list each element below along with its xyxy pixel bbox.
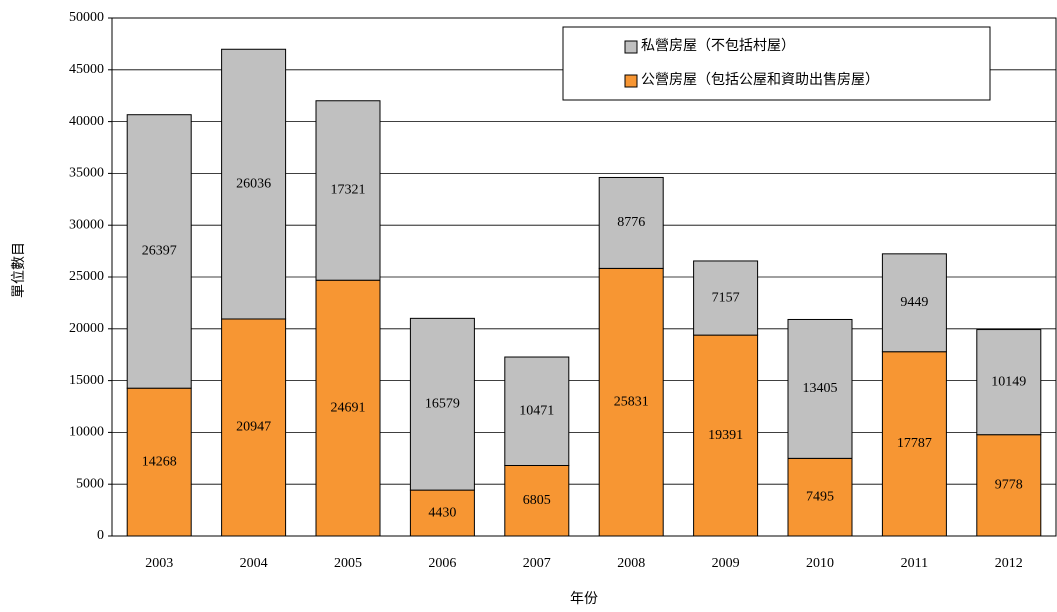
x-tick-label: 2006 — [428, 556, 456, 571]
value-label: 24691 — [331, 400, 366, 415]
bar-segment — [126, 387, 192, 537]
y-tick-label: 45000 — [69, 62, 104, 77]
legend-swatch — [624, 74, 638, 88]
y-tick-label: 50000 — [69, 10, 104, 25]
y-tick-label: 20000 — [69, 321, 104, 336]
x-tick-label: 2010 — [806, 556, 834, 571]
bar-segment — [126, 114, 192, 389]
value-label: 10471 — [519, 403, 554, 418]
bar-segment — [976, 329, 1042, 436]
value-label: 7157 — [712, 290, 740, 305]
x-tick-label: 2003 — [145, 556, 173, 571]
bar-segment — [409, 317, 475, 491]
value-label: 14268 — [142, 454, 177, 469]
x-tick-label: 2005 — [334, 556, 362, 571]
value-label: 19391 — [708, 428, 743, 443]
bar-segment — [881, 253, 947, 353]
bar-segment — [315, 100, 381, 281]
value-label: 20947 — [236, 420, 271, 435]
bar-segment — [409, 489, 475, 537]
bar-segment — [504, 356, 570, 467]
legend-swatch — [624, 40, 638, 54]
value-label: 7495 — [806, 489, 834, 504]
y-tick-label: 25000 — [69, 269, 104, 284]
x-tick-label: 2007 — [523, 556, 551, 571]
x-tick-label: 2011 — [901, 556, 928, 571]
bar-segment — [221, 48, 287, 320]
bar-segment — [598, 267, 664, 537]
bar-segment — [221, 318, 287, 537]
value-label: 16579 — [425, 396, 460, 411]
bar-segment — [787, 318, 853, 459]
y-tick-label: 0 — [97, 528, 104, 543]
value-label: 13405 — [803, 381, 838, 396]
value-label: 26397 — [142, 244, 177, 259]
value-label: 17787 — [897, 436, 932, 451]
plot-border — [111, 17, 1057, 537]
value-label: 6805 — [523, 493, 551, 508]
y-tick-label: 10000 — [69, 425, 104, 440]
value-label: 4430 — [428, 505, 456, 520]
bar-segment — [881, 351, 947, 537]
bar-segment — [504, 465, 570, 537]
legend-label: 公營房屋（包括公屋和資助出售房屋） — [641, 72, 879, 88]
value-label: 25831 — [614, 394, 649, 409]
value-label: 26036 — [236, 176, 271, 191]
x-tick-label: 2004 — [240, 556, 268, 571]
bar-segment — [693, 334, 759, 537]
x-axis-label: 年份 — [570, 591, 598, 607]
value-label: 8776 — [617, 215, 645, 230]
x-tick-label: 2009 — [712, 556, 740, 571]
x-tick-label: 2008 — [617, 556, 645, 571]
value-label: 10149 — [991, 374, 1026, 389]
y-tick-label: 30000 — [69, 217, 104, 232]
bar-segment — [315, 279, 381, 537]
y-tick-label: 5000 — [76, 476, 104, 491]
y-axis-label: 單位數目 — [11, 242, 27, 298]
bar-segment — [598, 176, 664, 269]
y-tick-label: 15000 — [69, 373, 104, 388]
bar-segment — [976, 434, 1042, 537]
value-label: 17321 — [331, 183, 366, 198]
value-label: 9778 — [995, 478, 1023, 493]
legend-box — [562, 26, 991, 101]
y-tick-label: 35000 — [69, 166, 104, 181]
x-tick-label: 2012 — [995, 556, 1023, 571]
bar-segment — [787, 457, 853, 537]
legend-label: 私營房屋（不包括村屋） — [641, 38, 795, 54]
y-tick-label: 40000 — [69, 114, 104, 129]
value-label: 9449 — [900, 295, 928, 310]
bar-segment — [693, 260, 759, 336]
